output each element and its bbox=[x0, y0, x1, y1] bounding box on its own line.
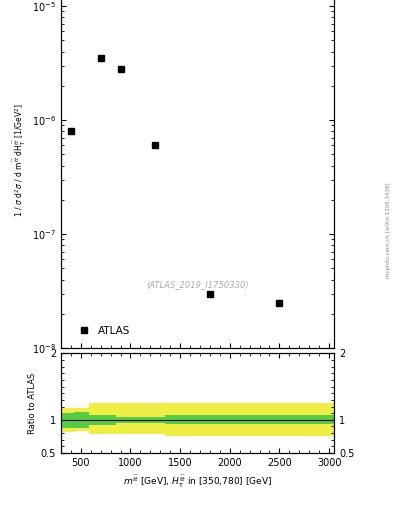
ATLAS bbox=[277, 300, 282, 306]
Text: (ATLAS_2019_I1750330): (ATLAS_2019_I1750330) bbox=[146, 280, 249, 289]
ATLAS bbox=[68, 128, 73, 134]
ATLAS bbox=[208, 291, 212, 297]
Line: ATLAS: ATLAS bbox=[68, 55, 282, 306]
ATLAS bbox=[118, 66, 123, 72]
Legend: ATLAS: ATLAS bbox=[69, 322, 135, 340]
ATLAS bbox=[98, 55, 103, 61]
X-axis label: $m^{\bar{t}\bar{t}}$ [GeV], $H_{\rm T}^{\bar{t}\bar{t}}$ in [350,780] [GeV]: $m^{\bar{t}\bar{t}}$ [GeV], $H_{\rm T}^{… bbox=[123, 474, 272, 490]
Y-axis label: 1 / $\sigma$ d$^{2}$$\sigma$ / d m$^{\bar{t}\bar{t}}$ dH$_{\rm T}^{\bar{t}\bar{t: 1 / $\sigma$ d$^{2}$$\sigma$ / d m$^{\ba… bbox=[12, 103, 28, 217]
Text: mcplots.cern.ch [arXiv:1306.3436]: mcplots.cern.ch [arXiv:1306.3436] bbox=[386, 183, 391, 278]
ATLAS bbox=[153, 142, 158, 148]
Y-axis label: Ratio to ATLAS: Ratio to ATLAS bbox=[28, 373, 37, 434]
